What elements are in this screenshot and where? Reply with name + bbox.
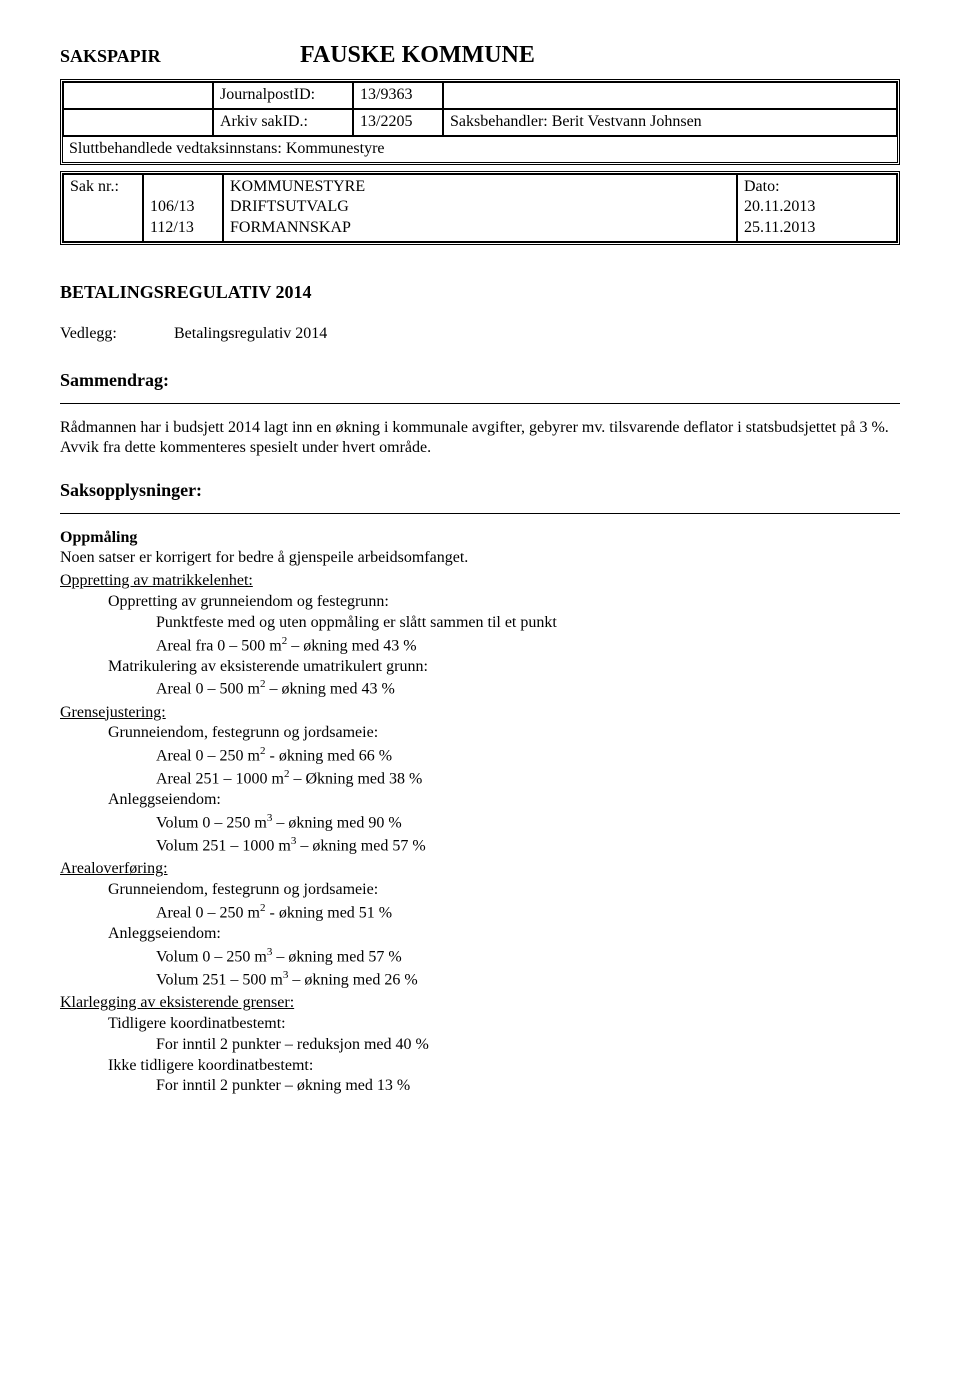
s2-heading: Grensejustering: — [60, 703, 900, 724]
sluttbehandlede-line: Sluttbehandlede vedtaksinnstans: Kommune… — [63, 136, 897, 162]
saknum-1: 112/13 — [150, 218, 216, 239]
oppmaling-label: Oppmåling — [60, 528, 900, 549]
body-1: DRIFTSUTVALG — [230, 197, 730, 218]
s1a: Oppretting av grunneiendom og festegrunn… — [108, 592, 900, 613]
s2a1: Areal 0 – 250 m2 - økning med 66 % — [156, 744, 900, 767]
main-section-title: BETALINGSREGULATIV 2014 — [60, 281, 900, 304]
arkiv-value: 13/2205 — [353, 109, 443, 136]
arkiv-label: Arkiv sakID.: — [213, 109, 353, 136]
metadata-table-1: JournalpostID: 13/9363 Arkiv sakID.: 13/… — [60, 79, 900, 164]
s4-heading: Klarlegging av eksisterende grenser: — [60, 993, 900, 1014]
date-0: 20.11.2013 — [744, 197, 890, 218]
s3a: Grunneiendom, festegrunn og jordsameie: — [108, 880, 900, 901]
s1b: Matrikulering av eksisterende umatrikule… — [108, 657, 900, 678]
saksopplysninger-heading: Saksopplysninger: — [60, 479, 900, 502]
body-2: FORMANNSKAP — [230, 218, 730, 239]
s1a1: Punktfeste med og uten oppmåling er slåt… — [156, 613, 900, 634]
s3a1: Areal 0 – 250 m2 - økning med 51 % — [156, 901, 900, 924]
sakspapir-label: SAKSPAPIR — [60, 45, 300, 68]
divider — [60, 403, 900, 404]
s2b2: Volum 251 – 1000 m3 – økning med 57 % — [156, 834, 900, 857]
s3b: Anleggseiendom: — [108, 924, 900, 945]
s3b1: Volum 0 – 250 m3 – økning med 57 % — [156, 945, 900, 968]
saksbehandler-value: Saksbehandler: Berit Vestvann Johnsen — [443, 109, 897, 136]
s1a2: Areal fra 0 – 500 m2 – økning med 43 % — [156, 634, 900, 657]
divider — [60, 513, 900, 514]
metadata-table-2: Sak nr.: 106/13 112/13 KOMMUNESTYRE DRIF… — [60, 171, 900, 245]
oppmaling-text: Noen satser er korrigert for bedre å gje… — [60, 548, 900, 569]
journalpost-value: 13/9363 — [353, 82, 443, 109]
s3-heading: Arealoverføring: — [60, 859, 900, 880]
s1-heading: Oppretting av matrikkelenhet: — [60, 571, 900, 592]
saknum-blank — [150, 177, 216, 198]
s2b: Anleggseiendom: — [108, 790, 900, 811]
body-0: KOMMUNESTYRE — [230, 177, 730, 198]
journalpost-label: JournalpostID: — [213, 82, 353, 109]
s1b1: Areal 0 – 500 m2 – økning med 43 % — [156, 677, 900, 700]
s2a: Grunneiendom, festegrunn og jordsameie: — [108, 723, 900, 744]
s3b2: Volum 251 – 500 m3 – økning med 26 % — [156, 968, 900, 991]
sammendrag-text: Rådmannen har i budsjett 2014 lagt inn e… — [60, 418, 900, 460]
s4a1: For inntil 2 punkter – reduksjon med 40 … — [156, 1035, 900, 1056]
vedlegg-value: Betalingsregulativ 2014 — [174, 325, 327, 342]
s4b: Ikke tidligere koordinatbestemt: — [108, 1056, 900, 1077]
s2a2: Areal 251 – 1000 m2 – Økning med 38 % — [156, 767, 900, 790]
dato-label: Dato: — [744, 177, 890, 198]
saknr-label: Sak nr.: — [63, 174, 143, 242]
vedlegg-label: Vedlegg: — [60, 324, 170, 345]
sammendrag-heading: Sammendrag: — [60, 369, 900, 392]
s4a: Tidligere koordinatbestemt: — [108, 1014, 900, 1035]
s4b1: For inntil 2 punkter – økning med 13 % — [156, 1076, 900, 1097]
saknum-0: 106/13 — [150, 197, 216, 218]
page-title: FAUSKE KOMMUNE — [300, 40, 535, 71]
s2b1: Volum 0 – 250 m3 – økning med 90 % — [156, 811, 900, 834]
date-1: 25.11.2013 — [744, 218, 890, 239]
